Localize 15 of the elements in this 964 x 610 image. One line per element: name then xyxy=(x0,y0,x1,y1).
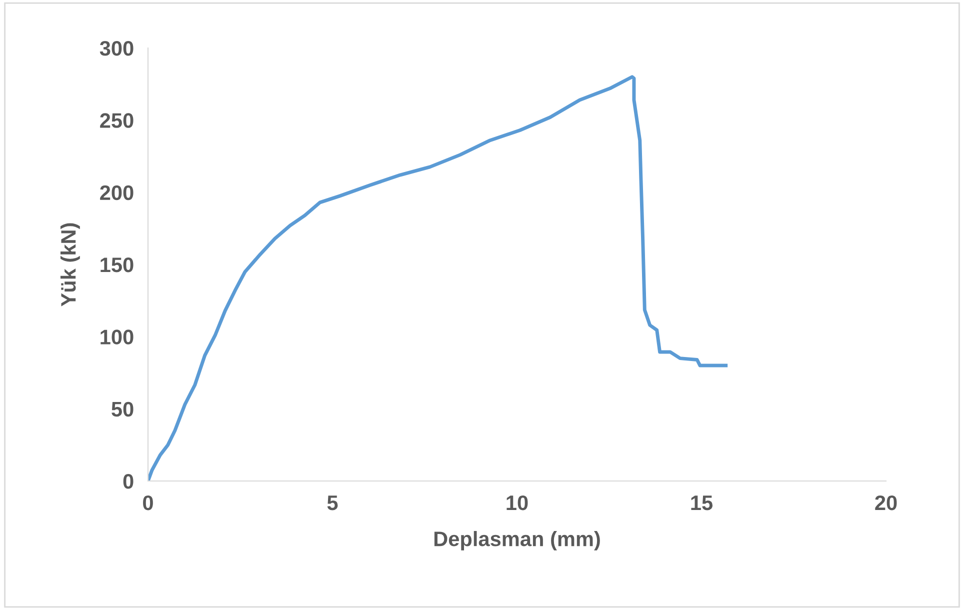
x-tick-label: 20 xyxy=(875,495,897,510)
y-axis-title: Yük (kN) xyxy=(60,223,80,306)
y-tick-label: 50 xyxy=(112,402,134,417)
x-tick-label: 15 xyxy=(691,496,713,510)
x-tick-label: 5 xyxy=(327,496,338,510)
y-tick-label: 250 xyxy=(100,113,134,128)
x-tick-label: 0 xyxy=(143,495,153,510)
y-tick-label: 0 xyxy=(123,474,134,489)
y-tick-label: 200 xyxy=(100,185,134,200)
x-axis-title: Deplasman (mm) xyxy=(434,530,600,550)
x-tick-label: 10 xyxy=(506,495,528,510)
y-tick-label: 100 xyxy=(100,330,134,344)
y-tick-label: 150 xyxy=(100,258,134,272)
line-series xyxy=(148,75,728,481)
y-tick-label: 300 xyxy=(100,41,134,56)
